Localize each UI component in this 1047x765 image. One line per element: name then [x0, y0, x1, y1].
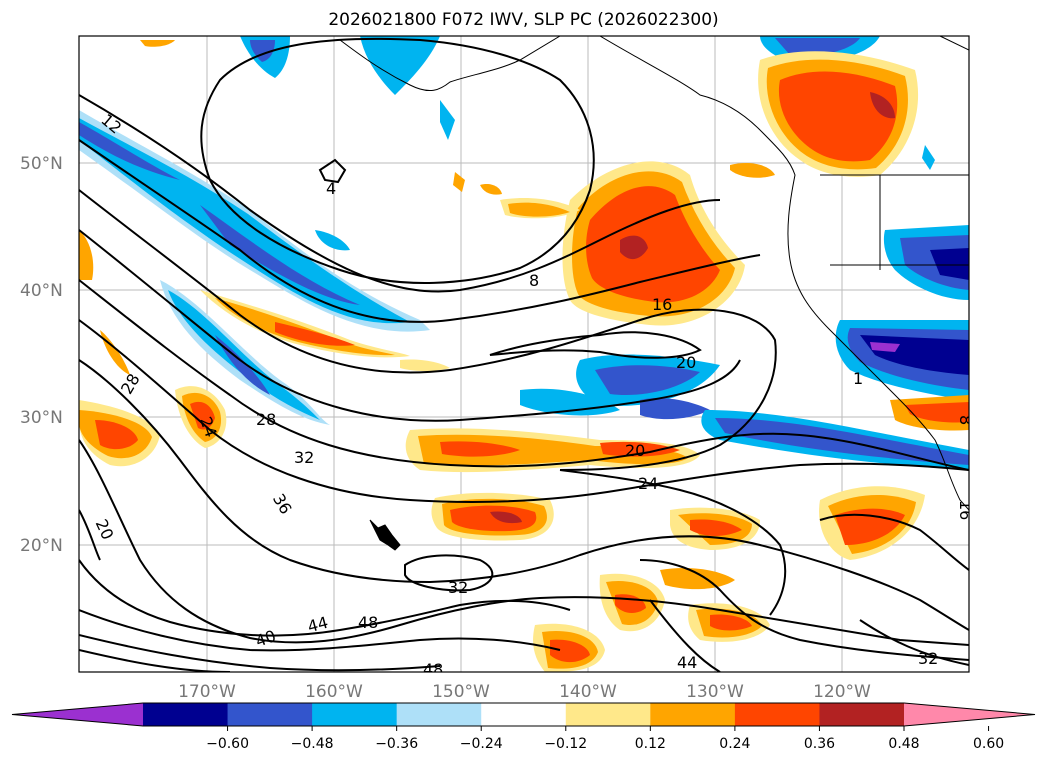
colorbar-tick-label: −0.12 — [544, 736, 587, 752]
lat-label-50n: 50°N — [20, 154, 63, 174]
contour-label: 16 — [956, 500, 975, 520]
contour-label: 48 — [358, 613, 378, 632]
contour-label: 8 — [529, 271, 539, 290]
lat-label-30n: 30°N — [20, 408, 63, 428]
colorbar-tick-label: 0.48 — [888, 736, 919, 752]
colorbar-tick-label: −0.48 — [291, 736, 334, 752]
lon-label-130w: 130°W — [686, 682, 744, 702]
colorbar-segment — [565, 703, 651, 726]
colorbar-segment — [312, 703, 398, 726]
contour-label: 1 — [853, 369, 863, 388]
latitude-labels: 50°N 40°N 30°N 20°N — [20, 154, 63, 556]
colorbar-segment — [819, 703, 905, 726]
colorbar-segment — [650, 703, 736, 726]
contour-label: 44 — [305, 613, 330, 637]
coastline — [339, 36, 969, 551]
lon-label-140w: 140°W — [559, 682, 617, 702]
contour-label: 32 — [918, 649, 938, 668]
colorbar-segment — [143, 703, 229, 726]
lat-label-40n: 40°N — [20, 281, 63, 301]
colorbar: −0.60 −0.48 −0.36 −0.24 −0.12 0.12 0.24 0.36 0.4… — [11, 702, 1036, 752]
positive-anomaly-regions — [79, 40, 969, 672]
colorbar-segment — [227, 703, 313, 726]
colorbar-segment — [481, 703, 567, 726]
contour-label: 48 — [423, 660, 443, 679]
colorbar-tick-label: 0.36 — [804, 736, 835, 752]
contour-label: 32 — [294, 448, 314, 467]
colorbar-segment — [734, 703, 820, 726]
map-frame — [78, 35, 970, 673]
contour-label: 4 — [326, 179, 336, 198]
colorbar-tick-label: −0.60 — [206, 736, 249, 752]
colorbar-tick-label: −0.36 — [375, 736, 418, 752]
contour-label: 44 — [677, 653, 697, 672]
contour-label: 28 — [256, 410, 276, 429]
lon-label-160w: 160°W — [305, 682, 363, 702]
colorbar-outline — [11, 702, 1036, 727]
map-field: 12 4 8 16 20 20 24 28 28 32 36 20 32 24 … — [79, 36, 975, 679]
lon-label-120w: 120°W — [813, 682, 871, 702]
longitude-labels: 170°W 160°W 150°W 140°W 130°W 120°W — [178, 682, 871, 702]
contour-label: 20 — [676, 353, 696, 372]
contour-label: 20 — [625, 441, 645, 460]
lon-label-170w: 170°W — [178, 682, 236, 702]
colorbar-tick-label: 0.24 — [719, 736, 750, 752]
contour-label: 24 — [638, 474, 658, 493]
slp-contours — [79, 37, 969, 672]
lon-label-150w: 150°W — [432, 682, 490, 702]
lat-label-20n: 20°N — [20, 536, 63, 556]
colorbar-tick-label: 0.12 — [635, 736, 666, 752]
colorbar-tick-label: −0.24 — [460, 736, 503, 752]
colorbar-extension-min — [12, 703, 143, 726]
contour-label: 8 — [956, 415, 975, 425]
contour-label: 16 — [652, 295, 672, 314]
colorbar-tick-label: 0.60 — [973, 736, 1004, 752]
colorbar-segment — [396, 703, 482, 726]
contour-label: 32 — [448, 578, 468, 597]
colorbar-extension-max — [904, 703, 1035, 726]
map-title: 2026021800 F072 IWV, SLP PC (2026022300) — [328, 10, 719, 30]
